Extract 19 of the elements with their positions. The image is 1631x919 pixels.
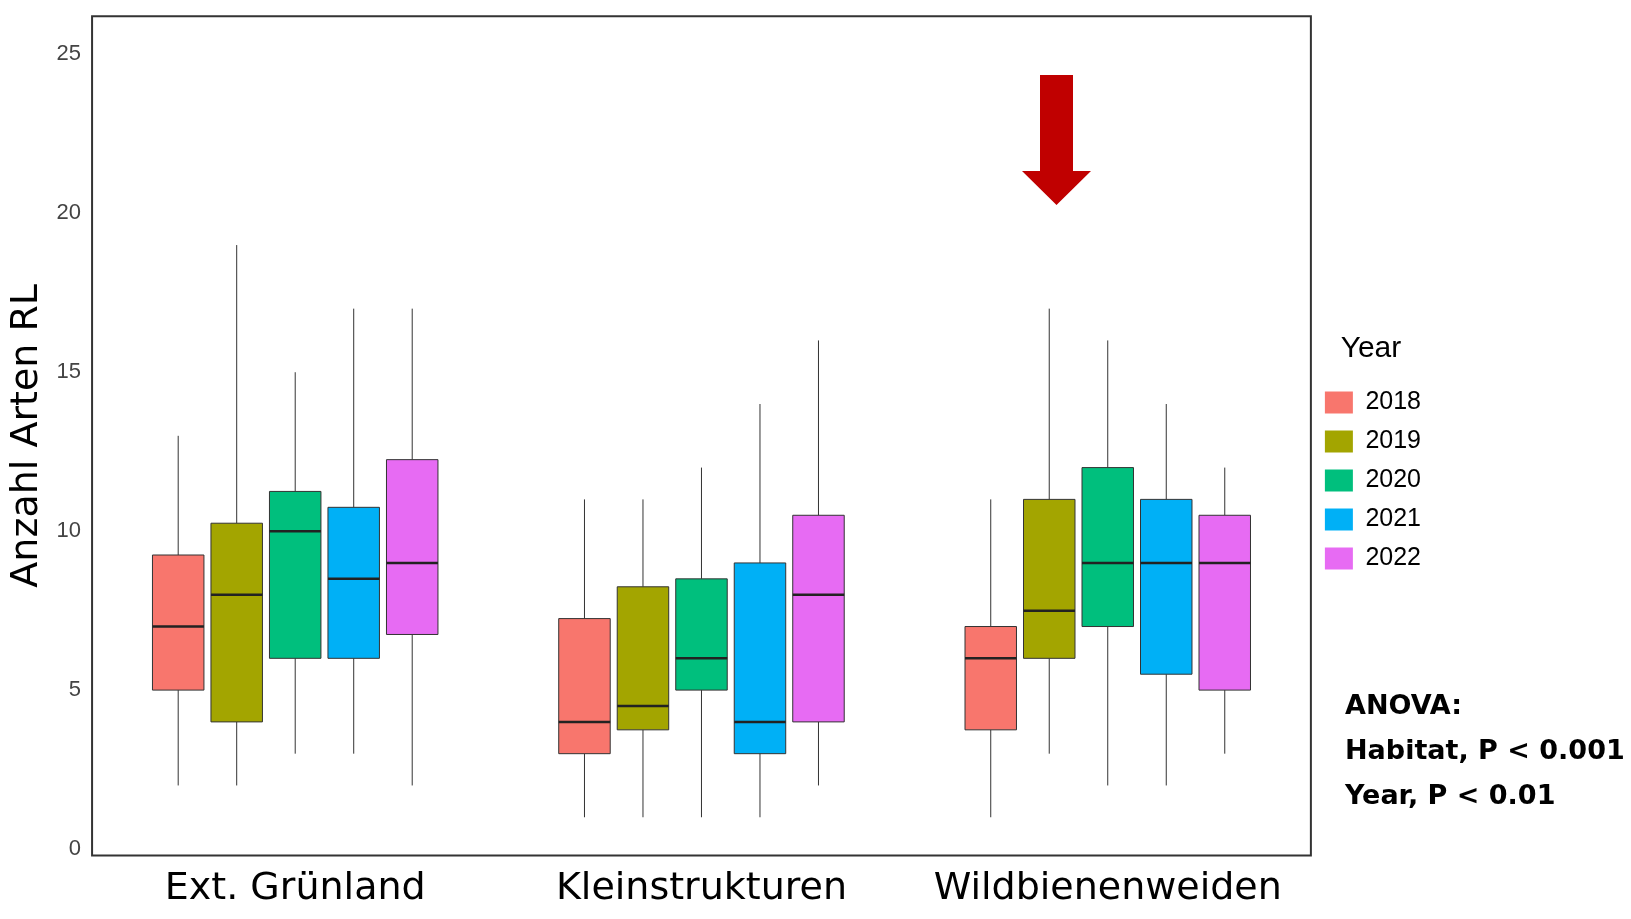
legend-title: Year bbox=[1340, 330, 1402, 364]
legend-label: 2021 bbox=[1365, 503, 1422, 532]
x-tick-label: Kleinstrukturen bbox=[555, 864, 848, 909]
y-tick-label: 0 bbox=[68, 835, 82, 861]
y-tick-label: 10 bbox=[56, 517, 82, 543]
text: ANOVA: bbox=[1345, 688, 1463, 722]
y-axis-title: Anzahl Arten RL bbox=[1, 283, 46, 588]
text: Year, P < 0.01 bbox=[1345, 778, 1557, 812]
legend-label: 2022 bbox=[1365, 542, 1422, 571]
y-tick-label: 15 bbox=[56, 358, 82, 384]
legend-label: 2020 bbox=[1365, 464, 1422, 493]
legend-label: 2019 bbox=[1365, 425, 1422, 454]
text: Habitat, P < 0.001 bbox=[1345, 733, 1625, 767]
y-tick-label: 25 bbox=[56, 40, 82, 66]
y-tick-label: 5 bbox=[68, 676, 82, 702]
legend-label: 2018 bbox=[1365, 386, 1422, 415]
x-tick-label: Wildbienenweiden bbox=[933, 864, 1282, 909]
y-tick-label: 20 bbox=[56, 199, 82, 225]
x-tick-label: Ext. Grünland bbox=[164, 864, 426, 909]
